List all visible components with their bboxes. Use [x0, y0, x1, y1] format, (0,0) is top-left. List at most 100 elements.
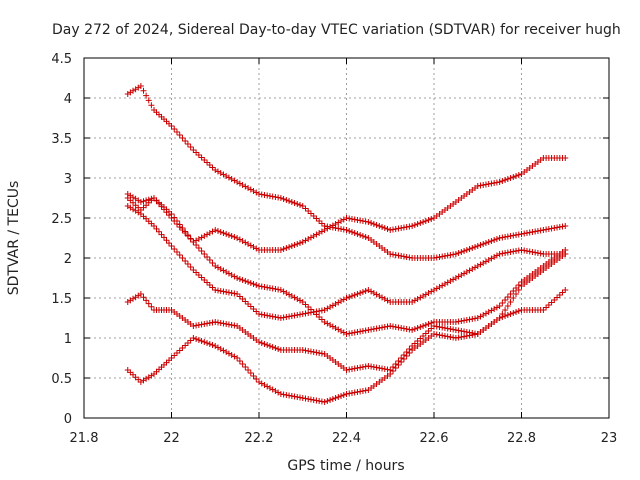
data-point	[286, 198, 293, 204]
data-point	[294, 241, 301, 247]
data-point	[504, 294, 511, 300]
data-point	[190, 335, 197, 341]
data-point	[400, 356, 407, 362]
data-point	[209, 260, 216, 266]
data-point	[198, 248, 205, 254]
data-point	[209, 342, 216, 348]
x-tick-label: 21.8	[70, 431, 99, 446]
data-point	[236, 358, 243, 364]
data-point	[422, 218, 429, 224]
data-point	[277, 247, 284, 253]
data-point	[354, 231, 361, 237]
data-point	[507, 311, 514, 317]
data-point	[362, 234, 369, 240]
data-point	[176, 132, 183, 138]
x-tick-label: 22	[163, 431, 180, 446]
data-point	[389, 368, 396, 374]
data-point	[193, 336, 200, 342]
x-tick-labels: 21.8 22 22.2 22.4 22.6 22.8 23	[70, 431, 618, 446]
data-point	[417, 220, 424, 226]
data-point	[214, 228, 221, 234]
data-point	[338, 393, 345, 399]
data-point	[496, 315, 503, 321]
data-point	[515, 287, 522, 293]
data-point	[458, 249, 465, 255]
data-point	[143, 297, 150, 304]
data-point	[562, 287, 569, 293]
data-point	[137, 83, 144, 89]
data-point	[171, 126, 178, 132]
data-point	[499, 314, 506, 320]
data-point	[245, 367, 252, 373]
data-point	[513, 291, 520, 297]
data-point	[140, 198, 147, 205]
data-point	[231, 234, 238, 240]
data-point	[179, 135, 186, 141]
data-point	[414, 325, 421, 331]
x-tick-label: 22.2	[245, 431, 274, 446]
data-point	[176, 252, 183, 258]
data-point	[335, 394, 342, 400]
data-point	[515, 308, 522, 314]
data-point	[510, 288, 517, 294]
y-tick-label: 1.5	[51, 292, 72, 307]
data-point	[373, 222, 380, 228]
data-point	[332, 395, 339, 401]
data-point	[504, 312, 511, 318]
data-point	[507, 291, 514, 297]
data-point	[168, 123, 175, 129]
data-point	[198, 338, 205, 344]
data-point	[321, 399, 328, 405]
data-point	[247, 370, 254, 376]
data-point	[148, 102, 155, 109]
data-point	[280, 196, 287, 202]
data-point	[245, 279, 252, 285]
data-point	[343, 227, 350, 233]
data-point	[324, 398, 331, 404]
data-point	[195, 337, 202, 343]
data-point	[398, 359, 405, 365]
data-point	[562, 155, 569, 161]
data-point	[327, 397, 334, 403]
data-point	[474, 243, 481, 249]
chart-title: Day 272 of 2024, Sidereal Day-to-day VTE…	[52, 22, 621, 38]
data-point	[272, 345, 279, 351]
data-point	[269, 344, 276, 350]
data-point	[137, 199, 144, 205]
data-point	[359, 233, 366, 239]
data-point	[485, 239, 492, 245]
data-point	[242, 364, 249, 370]
data-point	[280, 246, 287, 252]
data-point	[461, 248, 468, 254]
x-tick-label: 22.6	[420, 431, 449, 446]
data-point	[395, 362, 402, 368]
y-tick-label: 2.5	[51, 212, 72, 227]
data-point	[354, 291, 361, 297]
data-point	[283, 245, 290, 251]
data-point	[187, 264, 194, 270]
data-point	[195, 245, 202, 251]
data-point	[184, 261, 191, 267]
data-point	[179, 255, 186, 261]
series-s1	[124, 83, 569, 261]
y-tick-label: 3	[64, 172, 72, 187]
data-point	[515, 172, 522, 178]
data-point	[217, 229, 224, 235]
data-point	[422, 322, 429, 328]
data-point	[182, 258, 189, 264]
data-point	[420, 219, 427, 225]
data-point	[187, 235, 194, 242]
data-point	[225, 232, 232, 238]
data-point	[206, 257, 213, 263]
data-point	[502, 307, 509, 313]
data-point	[425, 217, 432, 223]
data-point	[190, 239, 197, 245]
data-point	[283, 197, 290, 203]
data-point	[184, 141, 191, 147]
data-point	[288, 243, 295, 249]
data-point	[420, 323, 427, 329]
tick-marks	[83, 57, 610, 419]
data-point	[288, 199, 295, 205]
data-point	[253, 282, 260, 288]
data-point	[239, 277, 246, 283]
